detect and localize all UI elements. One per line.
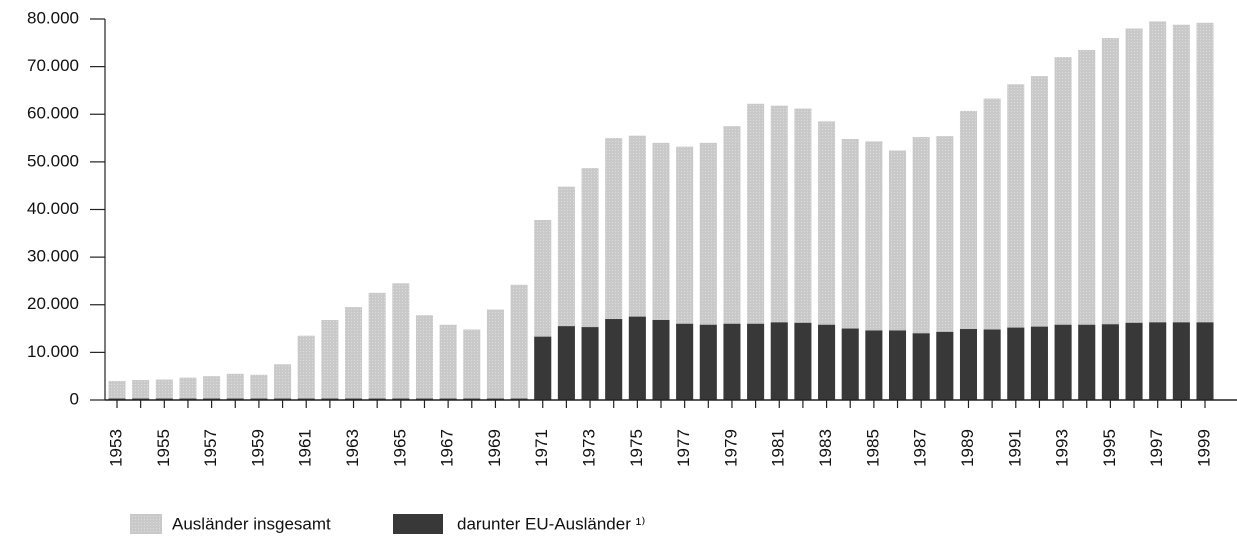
x-tick-label: 1963 — [343, 429, 362, 467]
legend-label: Ausländer insgesamt — [172, 514, 331, 533]
bar — [983, 329, 1001, 400]
x-tick-label: 1985 — [863, 429, 882, 467]
bar-texture — [1078, 49, 1096, 401]
bar — [676, 323, 694, 400]
bar — [1030, 326, 1048, 400]
x-tick-label: 1965 — [390, 429, 409, 467]
y-tick-label: 40.000 — [27, 199, 79, 218]
x-tick-label: 1987 — [911, 429, 930, 467]
x-tick-label: 1971 — [532, 429, 551, 467]
bar — [1196, 322, 1214, 400]
bar-texture — [108, 380, 126, 400]
bar — [841, 328, 859, 400]
bar — [1172, 322, 1190, 400]
legend-swatch — [393, 514, 443, 534]
bar-texture — [1149, 21, 1167, 400]
y-tick-label: 80.000 — [27, 8, 79, 27]
bar — [794, 322, 812, 400]
bar-texture — [1054, 57, 1072, 400]
x-tick-label: 1975 — [627, 429, 646, 467]
bar — [936, 331, 954, 400]
bar — [889, 330, 907, 400]
bar-texture — [959, 110, 977, 400]
bar — [581, 327, 599, 400]
y-tick-label: 20.000 — [27, 294, 79, 313]
bar — [557, 326, 575, 400]
bar — [818, 324, 836, 400]
x-tick-label: 1973 — [580, 429, 599, 467]
bar-texture — [415, 315, 433, 400]
bar — [1078, 324, 1096, 400]
bar — [865, 330, 883, 400]
bar — [770, 322, 788, 400]
bar — [1054, 324, 1072, 400]
x-tick-label: 1993 — [1053, 429, 1072, 467]
x-tick-label: 1959 — [248, 429, 267, 467]
bar-texture — [1125, 28, 1143, 401]
x-tick-label: 1981 — [769, 429, 788, 467]
bar-texture — [297, 335, 315, 400]
x-tick-label: 1961 — [296, 429, 315, 467]
bar — [747, 323, 765, 400]
x-tick-label: 1967 — [438, 429, 457, 467]
x-tick-label: 1999 — [1194, 429, 1213, 467]
bar-texture — [155, 379, 173, 400]
bar — [1125, 322, 1143, 400]
bar-texture — [1030, 76, 1048, 401]
legend-texture — [130, 514, 162, 534]
y-tick-label: 70.000 — [27, 56, 79, 75]
bar — [1007, 327, 1025, 400]
x-tick-label: 1957 — [201, 429, 220, 467]
x-tick-label: 1995 — [1100, 429, 1119, 467]
y-tick-label: 50.000 — [27, 151, 79, 170]
bar-texture — [1101, 38, 1119, 401]
bar — [1101, 324, 1119, 400]
x-tick-label: 1983 — [816, 429, 835, 467]
bar-texture — [392, 283, 410, 400]
bar-texture — [1196, 22, 1214, 401]
bar-texture — [179, 377, 197, 400]
bar-texture — [983, 98, 1001, 400]
bar — [652, 319, 670, 400]
legend-label: darunter EU-Ausländer ¹⁾ — [457, 514, 645, 533]
bar — [723, 323, 741, 400]
bar-texture — [486, 309, 504, 400]
x-tick-label: 1997 — [1147, 429, 1166, 467]
bar-texture — [368, 292, 386, 400]
x-tick-label: 1977 — [674, 429, 693, 467]
bar — [605, 319, 623, 400]
bar-texture — [203, 376, 221, 400]
bar-texture — [1007, 84, 1025, 400]
bar-texture — [274, 364, 292, 400]
x-tick-label: 1955 — [154, 429, 173, 467]
bar-texture — [1172, 24, 1190, 401]
y-tick-label: 60.000 — [27, 104, 79, 123]
bar-texture — [132, 379, 150, 400]
bar-texture — [463, 329, 481, 400]
x-tick-label: 1969 — [485, 429, 504, 467]
x-tick-label: 1953 — [106, 429, 125, 467]
bar-texture — [439, 324, 457, 400]
bar-texture — [321, 319, 339, 400]
bar — [959, 329, 977, 400]
bar-texture — [250, 374, 268, 400]
bar-texture — [510, 284, 528, 400]
bar — [912, 333, 930, 400]
bar — [534, 336, 552, 400]
y-tick-label: 30.000 — [27, 247, 79, 266]
bar — [1149, 322, 1167, 400]
bar — [699, 324, 717, 400]
x-tick-label: 1989 — [958, 429, 977, 467]
x-tick-label: 1979 — [721, 429, 740, 467]
y-tick-label: 10.000 — [27, 342, 79, 361]
bar — [628, 316, 646, 400]
bar-texture — [226, 373, 244, 400]
bar-texture — [345, 307, 363, 400]
x-tick-label: 1991 — [1005, 429, 1024, 467]
y-tick-label: 0 — [70, 389, 79, 408]
